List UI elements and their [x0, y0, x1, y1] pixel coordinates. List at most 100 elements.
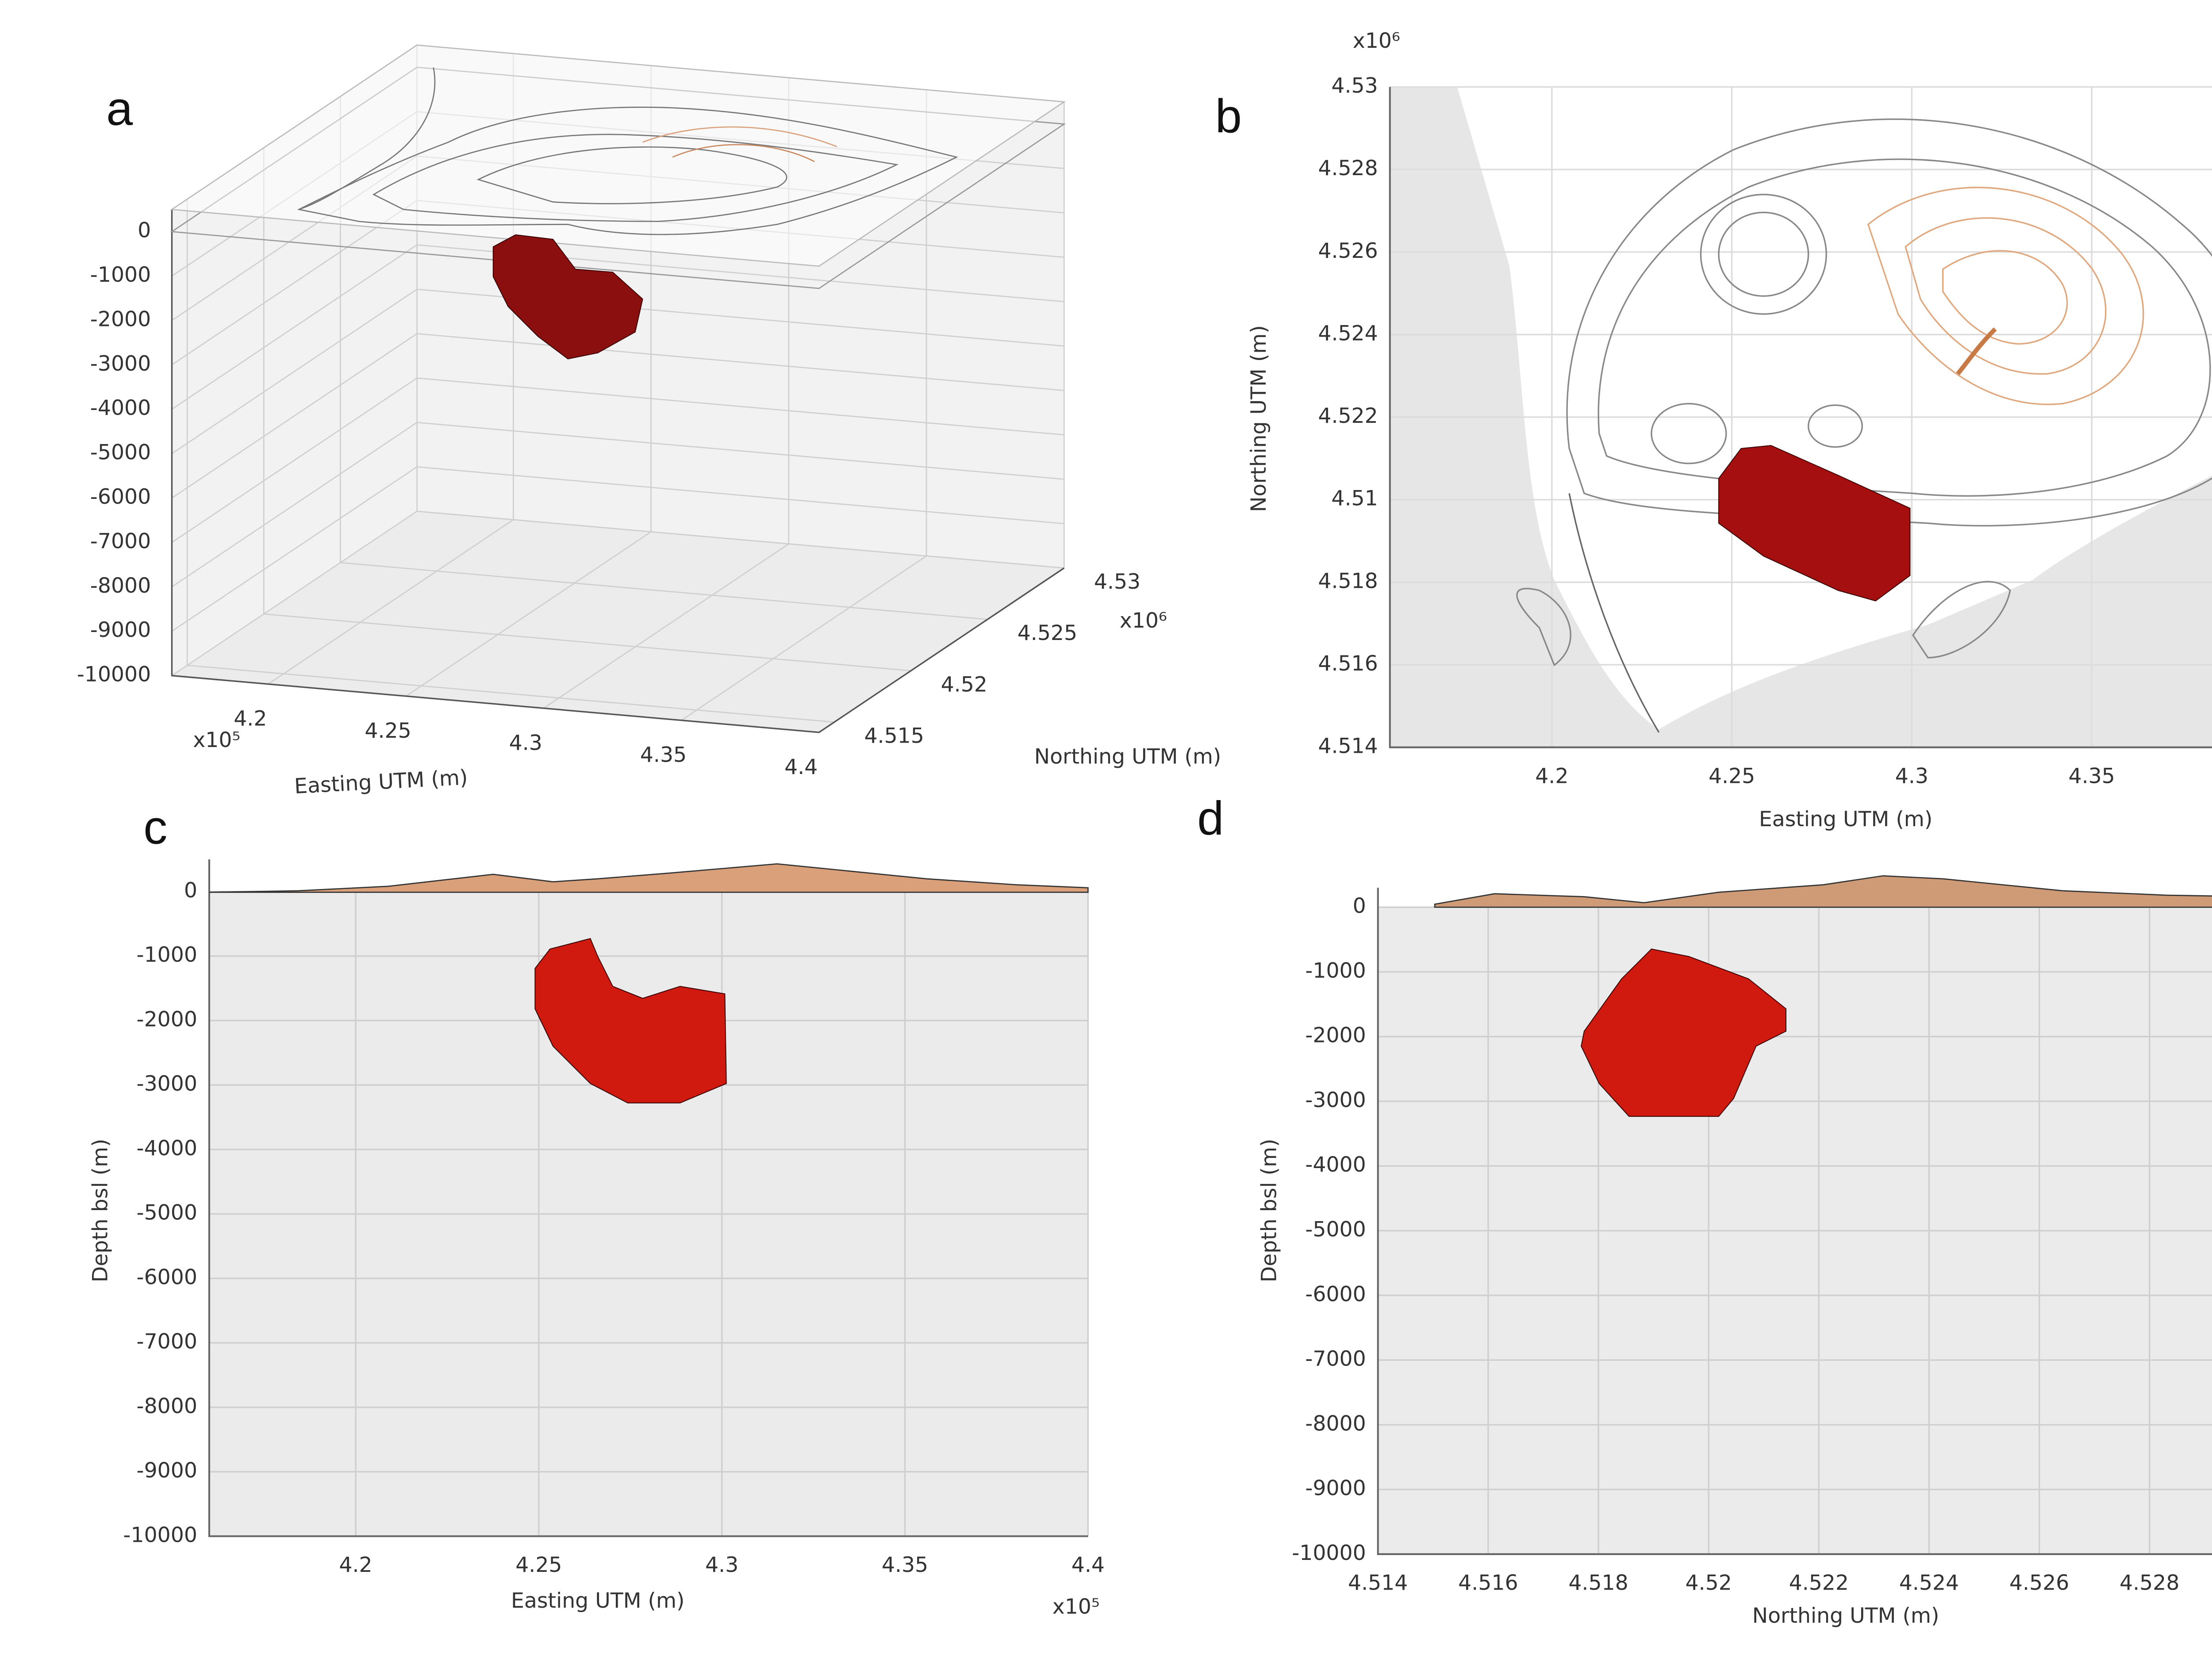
- y-tick-label: -7000: [137, 1329, 197, 1354]
- y-tick-label: 4.514: [1318, 734, 1378, 759]
- y-tick-label: 4.515: [864, 724, 924, 748]
- x-axis-label: Easting UTM (m): [294, 766, 469, 799]
- y-tick-label: 4.52: [941, 672, 987, 697]
- y-exponent: x10⁶: [1353, 29, 1400, 53]
- panel-label: c: [143, 800, 167, 854]
- panel-label: d: [1197, 791, 1224, 845]
- y-tick-label: 4.51: [1331, 487, 1378, 511]
- x-tick-label: 4.522: [1789, 1571, 1849, 1595]
- y-tick-label: -5000: [1305, 1218, 1366, 1242]
- y-tick-label: 4.522: [1318, 404, 1378, 428]
- y-tick-label: 4.525: [1018, 621, 1077, 645]
- x-tick-label: 4.2: [234, 707, 267, 731]
- y-tick-label: 4.53: [1094, 570, 1141, 594]
- y-tick-label: -10000: [123, 1523, 197, 1547]
- grid-line: [186, 199, 835, 723]
- x-tick-label: 4.4: [784, 755, 818, 779]
- anomaly-body: [534, 938, 727, 1103]
- y-tick-label: 4.516: [1318, 651, 1378, 676]
- x-tick-label: 4.516: [1458, 1571, 1518, 1595]
- y-axis-label: Depth bsl (m): [1257, 1139, 1281, 1283]
- y-axis-label: Northing UTM (m): [1034, 744, 1221, 769]
- anomaly-body: [1718, 445, 1911, 602]
- y-axis-label: Depth bsl (m): [88, 1139, 113, 1283]
- terrain-profile: [209, 863, 1089, 893]
- y-tick-label: -2000: [137, 1007, 197, 1031]
- x-tick-label: 4.514: [1348, 1571, 1408, 1595]
- z-tick-label: 0: [138, 218, 151, 243]
- y-tick-label: 0: [184, 878, 197, 903]
- bodies: [492, 234, 1911, 1117]
- z-tick-label: -9000: [90, 618, 151, 642]
- x-tick-label: 4.2: [1535, 764, 1568, 788]
- labels: 0 -1000 -2000 -3000 -4000 -5000 -6000 -7000 -800…: [77, 29, 2180, 1628]
- map-contours-high: [1867, 187, 2144, 405]
- z-tick-label: -7000: [90, 529, 151, 553]
- y-tick-label: -8000: [137, 1394, 197, 1418]
- x-tick-label: 4.25: [365, 719, 411, 743]
- x-tick-label: 4.2: [339, 1553, 372, 1577]
- x-tick-label: 4.25: [515, 1553, 562, 1577]
- land-area: [1457, 87, 2212, 730]
- z-tick-label: -10000: [77, 663, 151, 687]
- y-tick-label: -4000: [1305, 1153, 1366, 1177]
- x-tick-label: 4.526: [2009, 1571, 2069, 1595]
- floor: [172, 511, 1064, 732]
- y-tick-label: -6000: [137, 1265, 197, 1289]
- z-tick-label: -4000: [90, 396, 151, 420]
- x-exponent: x10⁵: [193, 728, 240, 752]
- axis-line: [171, 209, 1065, 733]
- y-axis-label: Northing UTM (m): [1247, 325, 1271, 512]
- y-tick-label: 4.518: [1318, 569, 1378, 593]
- y-tick-label: -10000: [1292, 1541, 1366, 1565]
- grids: [170, 44, 2212, 1555]
- surface-contours: [297, 67, 958, 235]
- z-tick-label: -6000: [90, 485, 151, 509]
- z-tick-label: -8000: [90, 574, 151, 598]
- axis-line: [208, 859, 1088, 1537]
- z-tick-label: -3000: [90, 352, 151, 376]
- y-tick-label: -7000: [1305, 1347, 1366, 1371]
- y-tick-label: 0: [1353, 894, 1366, 918]
- top-plane: [170, 44, 1066, 267]
- x-tick-label: 4.3: [509, 731, 542, 755]
- y-tick-label: -4000: [137, 1136, 197, 1161]
- y-tick-label: 4.526: [1318, 239, 1378, 263]
- grid-line: [263, 148, 911, 671]
- panel-label: b: [1215, 89, 1242, 142]
- x-tick-label: 4.3: [705, 1553, 738, 1577]
- x-axis-label: Northing UTM (m): [1752, 1604, 1939, 1628]
- y-tick-label: -2000: [1305, 1023, 1366, 1048]
- anomaly-body: [1581, 948, 1786, 1117]
- y-tick-label: -9000: [1305, 1476, 1366, 1501]
- x-tick-label: 4.3: [1895, 764, 1928, 788]
- anomaly-body: [492, 234, 643, 360]
- y-tick-label: -5000: [137, 1201, 197, 1225]
- x-tick-label: 4.35: [882, 1553, 928, 1577]
- x-tick-label: 4.25: [1709, 764, 1755, 788]
- terrain-profile: [1434, 875, 2212, 908]
- axis-line: [1389, 87, 2212, 748]
- x-axis-label: Easting UTM (m): [511, 1589, 684, 1613]
- y-tick-label: -1000: [1305, 958, 1366, 983]
- z-tick-label: -1000: [90, 263, 151, 287]
- x-tick-label: 4.35: [2068, 764, 2115, 788]
- x-tick-label: 4.35: [640, 743, 687, 767]
- y-tick-label: -9000: [137, 1459, 197, 1483]
- z-tick-label: -2000: [90, 307, 151, 331]
- axis-line: [1377, 888, 2212, 1555]
- x-tick-label: 4.4: [1071, 1553, 1105, 1577]
- x-tick-label: 4.528: [2120, 1571, 2179, 1595]
- x-tick-label: 4.52: [1686, 1571, 1732, 1595]
- x-axis-label: Easting UTM (m): [1759, 807, 1932, 831]
- x-tick-label: 4.524: [1899, 1571, 1959, 1595]
- panel-label: a: [106, 82, 133, 135]
- y-tick-label: -6000: [1305, 1282, 1366, 1307]
- z-tick-label: -5000: [90, 441, 151, 465]
- y-tick-label: -8000: [1305, 1411, 1366, 1436]
- y-tick-label: -3000: [1305, 1088, 1366, 1112]
- y-exponent: x10⁶: [1120, 609, 1167, 633]
- y-tick-label: 4.524: [1318, 321, 1378, 345]
- y-tick-label: -1000: [137, 943, 197, 967]
